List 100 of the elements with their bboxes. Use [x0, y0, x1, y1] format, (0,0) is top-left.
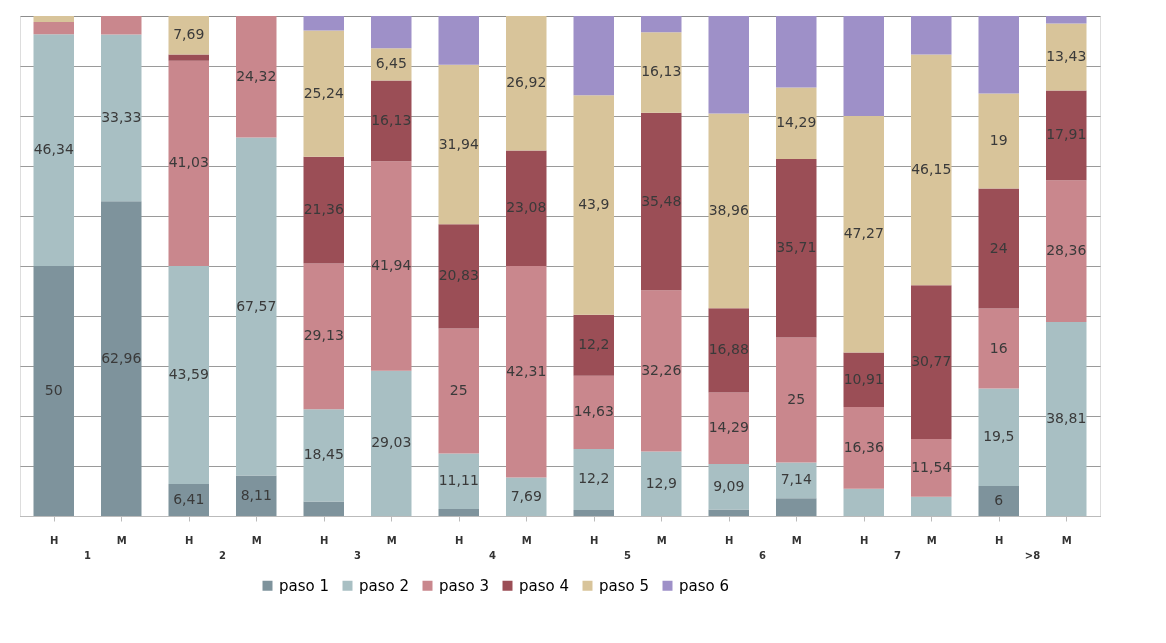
bar	[843, 488, 884, 516]
data-label: 16,13	[371, 111, 412, 128]
bar	[438, 224, 479, 329]
bar	[911, 285, 952, 440]
data-label: 46,15	[911, 160, 952, 177]
data-label: 11,11	[438, 472, 479, 489]
data-label: 23,08	[506, 199, 547, 216]
x-tick-label: M	[251, 534, 262, 546]
data-label: 7,14	[780, 471, 812, 488]
bar	[641, 112, 682, 291]
data-label: 24	[989, 239, 1008, 256]
data-label: 16	[989, 339, 1008, 356]
data-label: 13,43	[1046, 48, 1087, 65]
bar	[506, 477, 547, 516]
data-label: 29,03	[371, 434, 412, 451]
x-tick-label: H	[455, 534, 464, 546]
bar	[978, 16, 1019, 94]
bar	[303, 409, 344, 502]
bar	[33, 34, 74, 266]
x-tick-label: H	[590, 534, 599, 546]
bar	[978, 188, 1019, 309]
bar	[708, 113, 749, 309]
bar	[303, 156, 344, 264]
bar	[506, 150, 547, 266]
bar	[506, 266, 547, 478]
bar	[641, 451, 682, 516]
text: 3	[354, 550, 362, 561]
data-label: 7,69	[173, 26, 205, 43]
data-label: 62,96	[101, 349, 142, 366]
data-label: 43,9	[578, 196, 610, 212]
data-label: 14,29	[708, 419, 749, 436]
text: 6	[759, 550, 767, 561]
bar	[168, 266, 209, 484]
data-label: 33,33	[101, 108, 142, 125]
bar	[776, 16, 817, 88]
bar	[708, 464, 749, 510]
data-label: 25	[449, 382, 468, 398]
data-label: 31,94	[438, 135, 479, 152]
bar	[303, 16, 344, 31]
x-tick-label: H	[185, 534, 194, 546]
text: 4	[489, 550, 497, 561]
bar	[1046, 180, 1087, 322]
bar	[303, 30, 344, 157]
data-label: 11,54	[911, 458, 952, 475]
text: 2	[219, 550, 227, 561]
data-label: 20,83	[438, 267, 479, 284]
bar	[843, 16, 884, 117]
bar	[33, 266, 74, 516]
data-label: 46,34	[33, 141, 74, 158]
data-label: 6,45	[375, 55, 407, 72]
x-tick-label: H	[320, 534, 329, 546]
bar	[101, 34, 142, 202]
legend-label: paso 1	[279, 576, 330, 595]
text: 5	[624, 550, 632, 561]
x-tick-label: H	[995, 534, 1004, 546]
bar	[303, 501, 344, 516]
bar	[236, 475, 277, 516]
data-label: 25	[787, 390, 806, 407]
data-label: 47,27	[843, 225, 884, 242]
bar	[978, 486, 1019, 516]
bar	[573, 314, 614, 376]
bar	[1046, 90, 1087, 181]
bar	[236, 137, 277, 476]
data-label: 42,31	[506, 362, 547, 379]
bar	[33, 22, 74, 35]
bar	[168, 54, 209, 61]
bar	[708, 16, 749, 114]
data-label: 50	[44, 382, 63, 398]
x-tick-label: M	[926, 534, 937, 546]
data-label: 21,36	[303, 201, 344, 218]
data-label: 28,36	[1046, 242, 1087, 259]
bar	[506, 16, 547, 151]
data-label: 26,92	[506, 74, 547, 91]
text: 7	[894, 550, 902, 561]
bar	[33, 16, 74, 23]
data-label: 19,5	[983, 428, 1015, 445]
x-tick-label: M	[656, 534, 667, 546]
bar	[438, 328, 479, 454]
bar	[708, 308, 749, 393]
data-label: 7,69	[510, 487, 542, 504]
legend-label: paso 6	[679, 576, 730, 595]
x-tick-label: M	[116, 534, 127, 546]
bar	[168, 60, 209, 266]
bar	[438, 64, 479, 225]
data-label: 12,2	[578, 470, 610, 487]
bar	[641, 290, 682, 452]
data-label: 9,09	[713, 477, 745, 494]
bar	[371, 48, 412, 81]
x-tick-label: H	[860, 534, 869, 546]
bar	[776, 158, 817, 338]
bar	[911, 496, 952, 516]
bar	[438, 509, 479, 516]
data-label: 16,88	[708, 341, 749, 358]
data-label: 14,29	[776, 114, 817, 131]
bar	[641, 16, 682, 33]
bar	[371, 16, 412, 49]
bar	[911, 439, 952, 497]
bar	[101, 16, 142, 35]
data-label: 25,24	[303, 84, 344, 101]
bar	[843, 352, 884, 407]
